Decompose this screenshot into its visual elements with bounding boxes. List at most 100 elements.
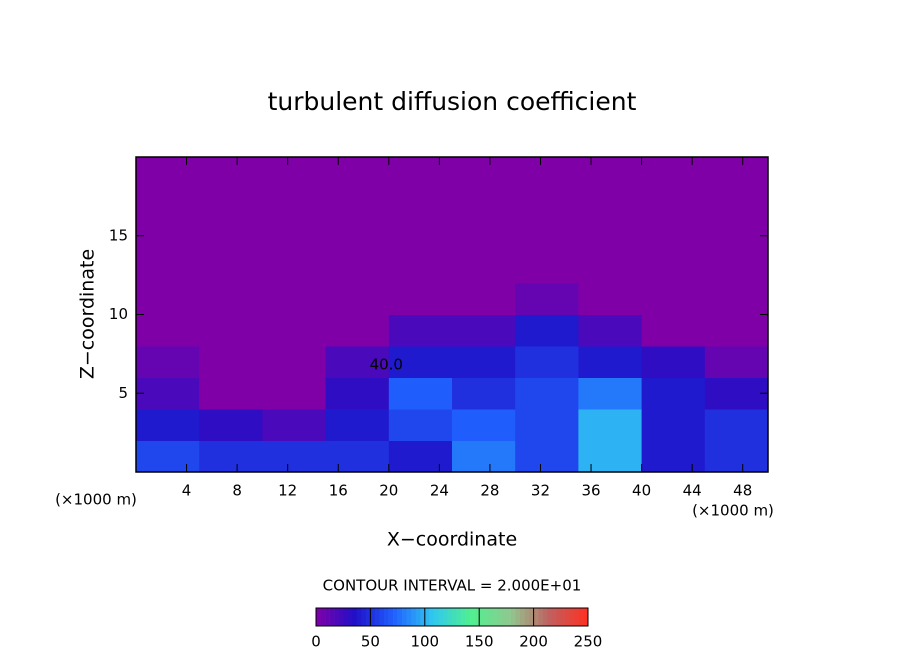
colorbar-segment: [338, 608, 344, 626]
field-cell: [325, 377, 390, 410]
x-unit-right: (×1000 m): [692, 502, 774, 520]
colorbar-segment: [483, 608, 489, 626]
field-cell: [578, 377, 643, 410]
colorbar-segment: [520, 608, 525, 626]
field-cell: [199, 409, 263, 441]
colorbar-segment: [474, 608, 480, 626]
colorbar-segment: [515, 608, 521, 626]
field-cell: [262, 157, 327, 189]
colorbar-segment: [402, 608, 407, 626]
field-cell: [578, 314, 643, 347]
colorbar-segment: [452, 608, 457, 626]
field-cell: [136, 377, 200, 410]
colorbar-tick-label: 100: [410, 633, 439, 651]
x-unit-left: (×1000 m): [55, 491, 137, 509]
field-cell: [452, 346, 516, 378]
colorbar-segment: [556, 608, 562, 626]
y-tick-label: 10: [109, 305, 128, 323]
field-cell: [641, 220, 706, 252]
field-cell: [388, 346, 453, 378]
colorbar-segment: [424, 608, 430, 626]
colorbar-segment: [497, 608, 503, 626]
field-cell: [515, 283, 579, 315]
x-tick-label: 20: [379, 482, 398, 500]
field-cell: [704, 220, 769, 252]
field-cell: [578, 409, 643, 441]
field-cell: [515, 409, 579, 441]
field-cell: [452, 251, 516, 284]
field-cell: [641, 283, 706, 315]
colorbar-segment: [542, 608, 548, 626]
field-cell: [325, 251, 390, 284]
field-cell: [515, 220, 579, 252]
x-tick-label: 36: [581, 482, 600, 500]
field-cell: [452, 377, 516, 410]
colorbar-segment: [524, 608, 530, 626]
colorbar-segment: [429, 608, 435, 626]
field-cell: [578, 251, 643, 284]
colorbar-segment: [329, 608, 335, 626]
field-cell: [515, 251, 579, 284]
field-cell: [388, 188, 453, 221]
field-cell: [325, 157, 390, 189]
colorbar-segment: [374, 608, 380, 626]
colorbar-segment: [456, 608, 462, 626]
x-tick-label: 44: [683, 482, 702, 500]
field-cell: [452, 188, 516, 221]
x-tick-label: 16: [329, 482, 348, 500]
field-cell: [452, 440, 516, 473]
field-cell: [325, 440, 390, 473]
field-cell: [262, 283, 327, 315]
field-cell: [578, 188, 643, 221]
field-cell: [704, 346, 769, 378]
field-cell: [704, 440, 769, 473]
field-cell: [136, 314, 200, 347]
field-cell: [136, 157, 200, 189]
colorbar-segment: [370, 608, 376, 626]
field-cell: [641, 346, 706, 378]
colorbar-segment: [347, 608, 353, 626]
field-cell: [641, 157, 706, 189]
colorbar-segment: [343, 608, 349, 626]
field-cell: [388, 440, 453, 473]
field-cell: [325, 220, 390, 252]
field-cell: [452, 157, 516, 189]
field-cell: [199, 283, 263, 315]
field-cell: [199, 377, 263, 410]
colorbar-segment: [334, 608, 339, 626]
field-cell: [515, 314, 579, 347]
colorbar-segment: [510, 608, 516, 626]
field-cell: [136, 409, 200, 441]
colorbar-segment: [506, 608, 512, 626]
field-cell: [704, 283, 769, 315]
field-cell: [641, 409, 706, 441]
field-cell: [136, 251, 200, 284]
colorbar-segment: [488, 608, 494, 626]
colorbar-segment: [384, 608, 389, 626]
colorbar-segment: [465, 608, 471, 626]
field-cell: [136, 440, 200, 473]
colorbar-segment: [411, 608, 417, 626]
field-cell: [515, 157, 579, 189]
colorbar-segment: [492, 608, 498, 626]
field-cell: [325, 346, 390, 378]
colorbar-segment: [583, 608, 589, 626]
colorbar-tick-label: 50: [361, 633, 380, 651]
colorbar-segment: [560, 608, 566, 626]
colorbar-segment: [415, 608, 421, 626]
field-cell: [388, 157, 453, 189]
field-cell: [136, 346, 200, 378]
field-cell: [515, 188, 579, 221]
field-cell: [262, 251, 327, 284]
field-cell: [325, 314, 390, 347]
colorbar-segment: [447, 608, 453, 626]
field-cell: [452, 220, 516, 252]
contour-label: 40.0: [370, 355, 403, 373]
x-tick-label: 32: [531, 482, 550, 500]
field-cell: [199, 440, 263, 473]
colorbar-segment: [379, 608, 385, 626]
y-tick-label: 15: [109, 226, 128, 244]
colorbar-segment: [361, 608, 367, 626]
colorbar-segment: [325, 608, 330, 626]
colorbar-segment: [538, 608, 543, 626]
